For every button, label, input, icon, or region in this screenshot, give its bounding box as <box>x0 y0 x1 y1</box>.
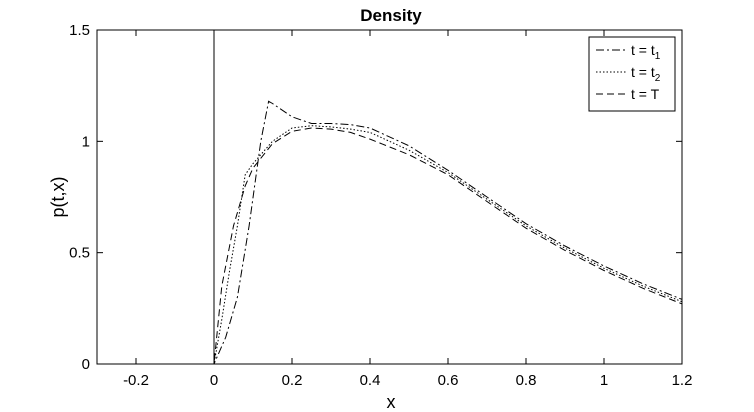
axis-ticks <box>97 29 683 365</box>
legend-label-subscript: 2 <box>655 73 661 84</box>
x-tick-label: 1 <box>600 372 608 389</box>
series-lines <box>97 100 683 365</box>
y-tick-label: 1 <box>82 133 90 150</box>
y-axis-label: p(t,x) <box>48 176 68 217</box>
y-tick-labels: 0 0.5 1 1.5 <box>69 22 90 373</box>
legend-label-text: t = T <box>631 86 660 102</box>
x-tick-labels: -0.2 0 0.2 0.4 0.6 0.8 1 1.2 <box>123 372 692 389</box>
plot-area <box>96 29 683 365</box>
y-tick-label: 0 <box>82 356 90 373</box>
plot-frame <box>96 29 683 365</box>
x-tick-label: 0.6 <box>438 372 459 389</box>
x-tick-label: 0.4 <box>360 372 381 389</box>
legend: t = t1t = t2t = T <box>588 36 676 112</box>
legend-label-2: t = t2 <box>631 64 661 84</box>
chart-title: Density <box>360 6 422 25</box>
legend-items: t = t1t = t2t = T <box>596 42 661 102</box>
x-tick-label: 1.2 <box>672 372 693 389</box>
legend-label-text: t = t <box>631 42 655 58</box>
y-tick-label: 0.5 <box>69 245 90 262</box>
x-axis-label: x <box>387 392 396 412</box>
legend-label-3: t = T <box>631 86 660 102</box>
series-line-1 <box>97 100 683 365</box>
x-tick-label: -0.2 <box>123 372 149 389</box>
legend-label-text: t = t <box>631 64 655 80</box>
x-tick-label: 0 <box>210 372 218 389</box>
legend-box <box>588 36 676 112</box>
legend-label-1: t = t1 <box>631 42 661 62</box>
x-tick-label: 0.2 <box>282 372 303 389</box>
x-tick-label: 0.8 <box>516 372 537 389</box>
series-line-3 <box>97 127 683 365</box>
legend-label-subscript: 1 <box>655 51 661 62</box>
y-tick-label: 1.5 <box>69 22 90 39</box>
